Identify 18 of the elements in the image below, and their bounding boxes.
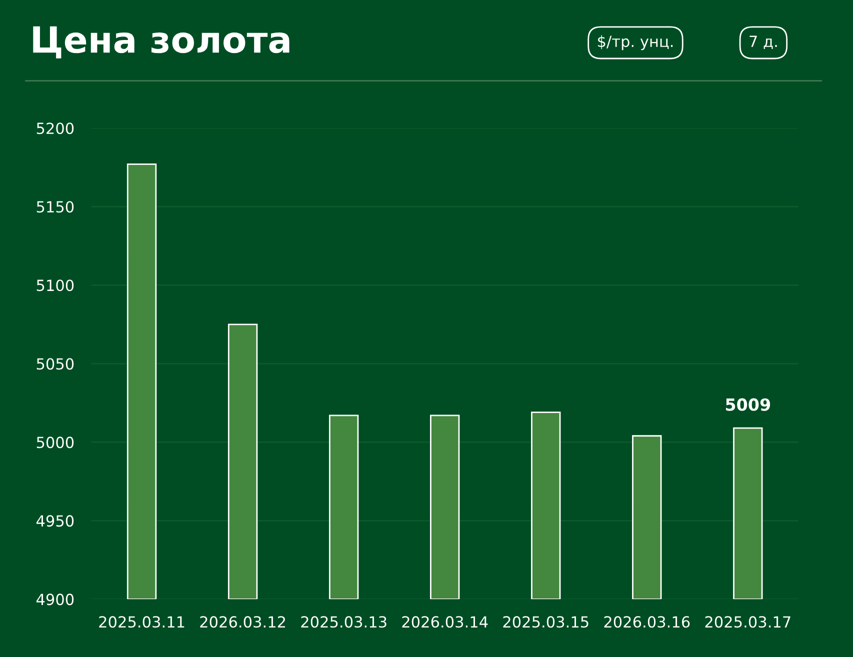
chart-title: Цена золота bbox=[33, 26, 290, 58]
y-tick-label: 5000 bbox=[36, 436, 74, 448]
y-tick-label: 4950 bbox=[36, 515, 74, 527]
y-tick-label: 5150 bbox=[36, 201, 74, 213]
x-tick-label: 2025.03.17 bbox=[705, 616, 790, 628]
x-tick-label: 2026.03.16 bbox=[604, 616, 690, 628]
y-tick-label: 5100 bbox=[36, 280, 74, 292]
text: $/тр. унц. bbox=[598, 35, 673, 50]
y-tick-label: 4900 bbox=[36, 594, 74, 606]
data-label: 5009 bbox=[726, 398, 770, 411]
x-tick-label: 2026.03.12 bbox=[200, 616, 286, 628]
text: 7 д. bbox=[750, 36, 777, 50]
x-tick-label: 2026.03.14 bbox=[402, 616, 488, 628]
x-tick-label: 2025.03.15 bbox=[503, 616, 588, 628]
x-tick-label: 2025.03.13 bbox=[301, 616, 386, 628]
x-tick-label: 2025.03.11 bbox=[99, 616, 184, 628]
y-tick-label: 5050 bbox=[36, 358, 74, 370]
y-tick-label: 5200 bbox=[36, 122, 74, 134]
